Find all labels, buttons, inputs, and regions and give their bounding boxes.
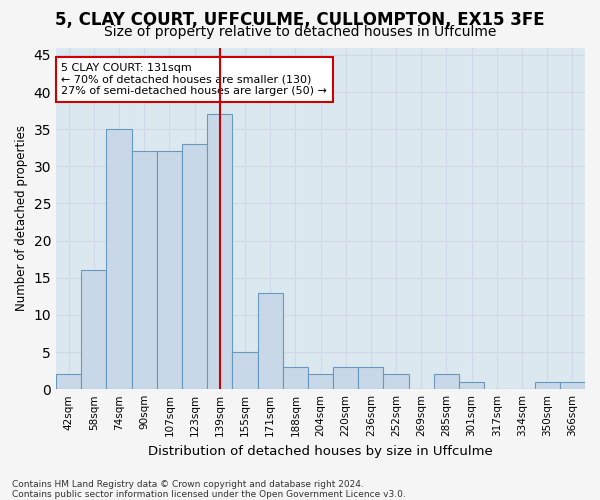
Bar xyxy=(333,367,358,389)
Bar xyxy=(81,270,106,389)
X-axis label: Distribution of detached houses by size in Uffculme: Distribution of detached houses by size … xyxy=(148,444,493,458)
Bar xyxy=(182,144,207,389)
Bar xyxy=(383,374,409,389)
Bar xyxy=(459,382,484,389)
Bar xyxy=(434,374,459,389)
Bar xyxy=(257,292,283,389)
Bar xyxy=(56,374,81,389)
Bar xyxy=(232,352,257,389)
Bar xyxy=(358,367,383,389)
Bar xyxy=(560,382,585,389)
Y-axis label: Number of detached properties: Number of detached properties xyxy=(15,126,28,312)
Text: 5 CLAY COURT: 131sqm
← 70% of detached houses are smaller (130)
27% of semi-deta: 5 CLAY COURT: 131sqm ← 70% of detached h… xyxy=(61,63,327,96)
Bar xyxy=(106,129,131,389)
Bar xyxy=(131,152,157,389)
Text: Contains HM Land Registry data © Crown copyright and database right 2024.
Contai: Contains HM Land Registry data © Crown c… xyxy=(12,480,406,499)
Text: Size of property relative to detached houses in Uffculme: Size of property relative to detached ho… xyxy=(104,25,496,39)
Bar xyxy=(308,374,333,389)
Bar xyxy=(283,367,308,389)
Text: 5, CLAY COURT, UFFCULME, CULLOMPTON, EX15 3FE: 5, CLAY COURT, UFFCULME, CULLOMPTON, EX1… xyxy=(55,12,545,30)
Bar xyxy=(207,114,232,389)
Bar xyxy=(535,382,560,389)
Bar xyxy=(157,152,182,389)
